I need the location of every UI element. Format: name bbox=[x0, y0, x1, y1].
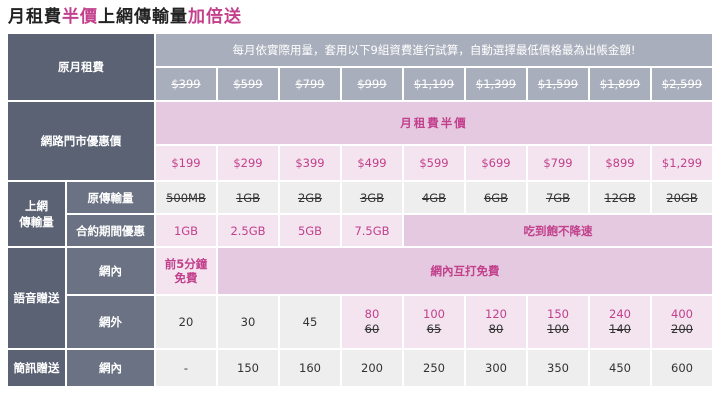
data-original-value: 1GB bbox=[218, 182, 278, 213]
store-offer-banner: 月租費半價 bbox=[156, 102, 712, 144]
original-price: $2,599 bbox=[652, 68, 712, 100]
voice-offnet-row: 網外 20 30 45 80 60 100 65 120 80 150 100 240 1… bbox=[8, 296, 712, 348]
data-group-label: 上網 傳輸量 bbox=[8, 182, 65, 246]
offer-price: $399 bbox=[280, 146, 340, 180]
original-fee-label: 原月租費 bbox=[8, 34, 154, 100]
voice-offnet-bonus: 100 65 bbox=[404, 296, 464, 348]
sms-value: 250 bbox=[404, 350, 464, 386]
voice-onnet-row: 語音贈送 網內 前5分鐘 免費 網內互打免費 bbox=[8, 248, 712, 348]
data-contract-value: 1GB bbox=[156, 215, 216, 246]
voice-offnet-bonus: 400 200 bbox=[652, 296, 712, 348]
data-contract-value: 5GB bbox=[280, 215, 340, 246]
original-price: $399 bbox=[156, 68, 216, 100]
data-contract-value: 2.5GB bbox=[218, 215, 278, 246]
data-original-value: 2GB bbox=[280, 182, 340, 213]
data-original-value: 3GB bbox=[342, 182, 402, 213]
voice-offnet-bonus: 240 140 bbox=[590, 296, 650, 348]
sms-value: 300 bbox=[466, 350, 526, 386]
page-title: 月租費半價上網傳輸量加倍送 bbox=[8, 2, 242, 27]
store-offer-label: 網路門市優惠價 bbox=[8, 102, 154, 180]
voice-offnet-bonus: 150 100 bbox=[528, 296, 588, 348]
sms-group-label: 簡訊贈送 bbox=[8, 350, 65, 386]
sms-row: 簡訊贈送 網內 - 150 160 200 250 300 350 450 60… bbox=[8, 350, 712, 386]
voice-offnet-bonus: 80 60 bbox=[342, 296, 402, 348]
original-fee-note: 每月依實際用量，套用以下9組資費進行試算，自動選擇最低價格最為出帳金額! bbox=[156, 34, 712, 66]
voice-offnet-value: 45 bbox=[280, 296, 340, 348]
store-offer-banner-row: 網路門市優惠價 月租費半價 bbox=[8, 102, 712, 180]
original-price: $1,199 bbox=[404, 68, 464, 100]
title-highlight: 半價 bbox=[62, 7, 98, 27]
original-price: $599 bbox=[218, 68, 278, 100]
sms-value: 450 bbox=[590, 350, 650, 386]
offer-price: $1,299 bbox=[652, 146, 712, 180]
offer-price: $299 bbox=[218, 146, 278, 180]
data-contract-label: 合約期間優惠 bbox=[67, 215, 154, 246]
data-original-row: 上網 傳輸量 原傳輸量 500MB 1GB 2GB 3GB 4GB 6GB 7G… bbox=[8, 182, 712, 246]
data-original-value: 500MB bbox=[156, 182, 216, 213]
data-original-value: 7GB bbox=[528, 182, 588, 213]
data-contract-value: 7.5GB bbox=[342, 215, 402, 246]
sms-value: 350 bbox=[528, 350, 588, 386]
original-price: $999 bbox=[342, 68, 402, 100]
data-unlimited-band: 吃到飽不降速 bbox=[404, 215, 712, 246]
original-price: $1,599 bbox=[528, 68, 588, 100]
title-prefix: 月租費 bbox=[8, 7, 62, 27]
original-fee-price-row: $399 $599 $799 $999 $1,199 $1,399 $1,599… bbox=[8, 68, 712, 100]
sms-value: 600 bbox=[652, 350, 712, 386]
title-suffix: 加倍送 bbox=[188, 7, 242, 27]
offer-price: $499 bbox=[342, 146, 402, 180]
data-original-value: 6GB bbox=[466, 182, 526, 213]
data-original-value: 4GB bbox=[404, 182, 464, 213]
title-middle: 上網傳輸量 bbox=[98, 7, 188, 27]
voice-onnet-first-free: 前5分鐘 免費 bbox=[156, 248, 216, 294]
voice-group-label: 語音贈送 bbox=[8, 248, 65, 348]
original-price: $1,399 bbox=[466, 68, 526, 100]
sms-value: 150 bbox=[218, 350, 278, 386]
offer-price: $899 bbox=[590, 146, 650, 180]
offer-price: $199 bbox=[156, 146, 216, 180]
original-fee-note-row: 原月租費 每月依實際用量，套用以下9組資費進行試算，自動選擇最低價格最為出帳金額… bbox=[8, 34, 712, 100]
data-original-value: 20GB bbox=[652, 182, 712, 213]
plan-table: 原月租費 每月依實際用量，套用以下9組資費進行試算，自動選擇最低價格最為出帳金額… bbox=[6, 32, 714, 388]
data-contract-row: 合約期間優惠 1GB 2.5GB 5GB 7.5GB 吃到飽不降速 bbox=[8, 215, 712, 246]
sms-value: 160 bbox=[280, 350, 340, 386]
sms-onnet-label: 網內 bbox=[67, 350, 154, 386]
voice-offnet-value: 30 bbox=[218, 296, 278, 348]
offer-price: $599 bbox=[404, 146, 464, 180]
voice-offnet-value: 20 bbox=[156, 296, 216, 348]
original-price: $799 bbox=[280, 68, 340, 100]
store-offer-price-row: $199 $299 $399 $499 $599 $699 $799 $899 … bbox=[8, 146, 712, 180]
data-original-label: 原傳輸量 bbox=[67, 182, 154, 213]
offer-price: $699 bbox=[466, 146, 526, 180]
data-original-value: 12GB bbox=[590, 182, 650, 213]
voice-offnet-bonus: 120 80 bbox=[466, 296, 526, 348]
original-price: $1,899 bbox=[590, 68, 650, 100]
offer-price: $799 bbox=[528, 146, 588, 180]
voice-onnet-label: 網內 bbox=[67, 248, 154, 294]
voice-offnet-label: 網外 bbox=[67, 296, 154, 348]
voice-onnet-free-band: 網內互打免費 bbox=[218, 248, 712, 294]
sms-value: 200 bbox=[342, 350, 402, 386]
sms-value: - bbox=[156, 350, 216, 386]
